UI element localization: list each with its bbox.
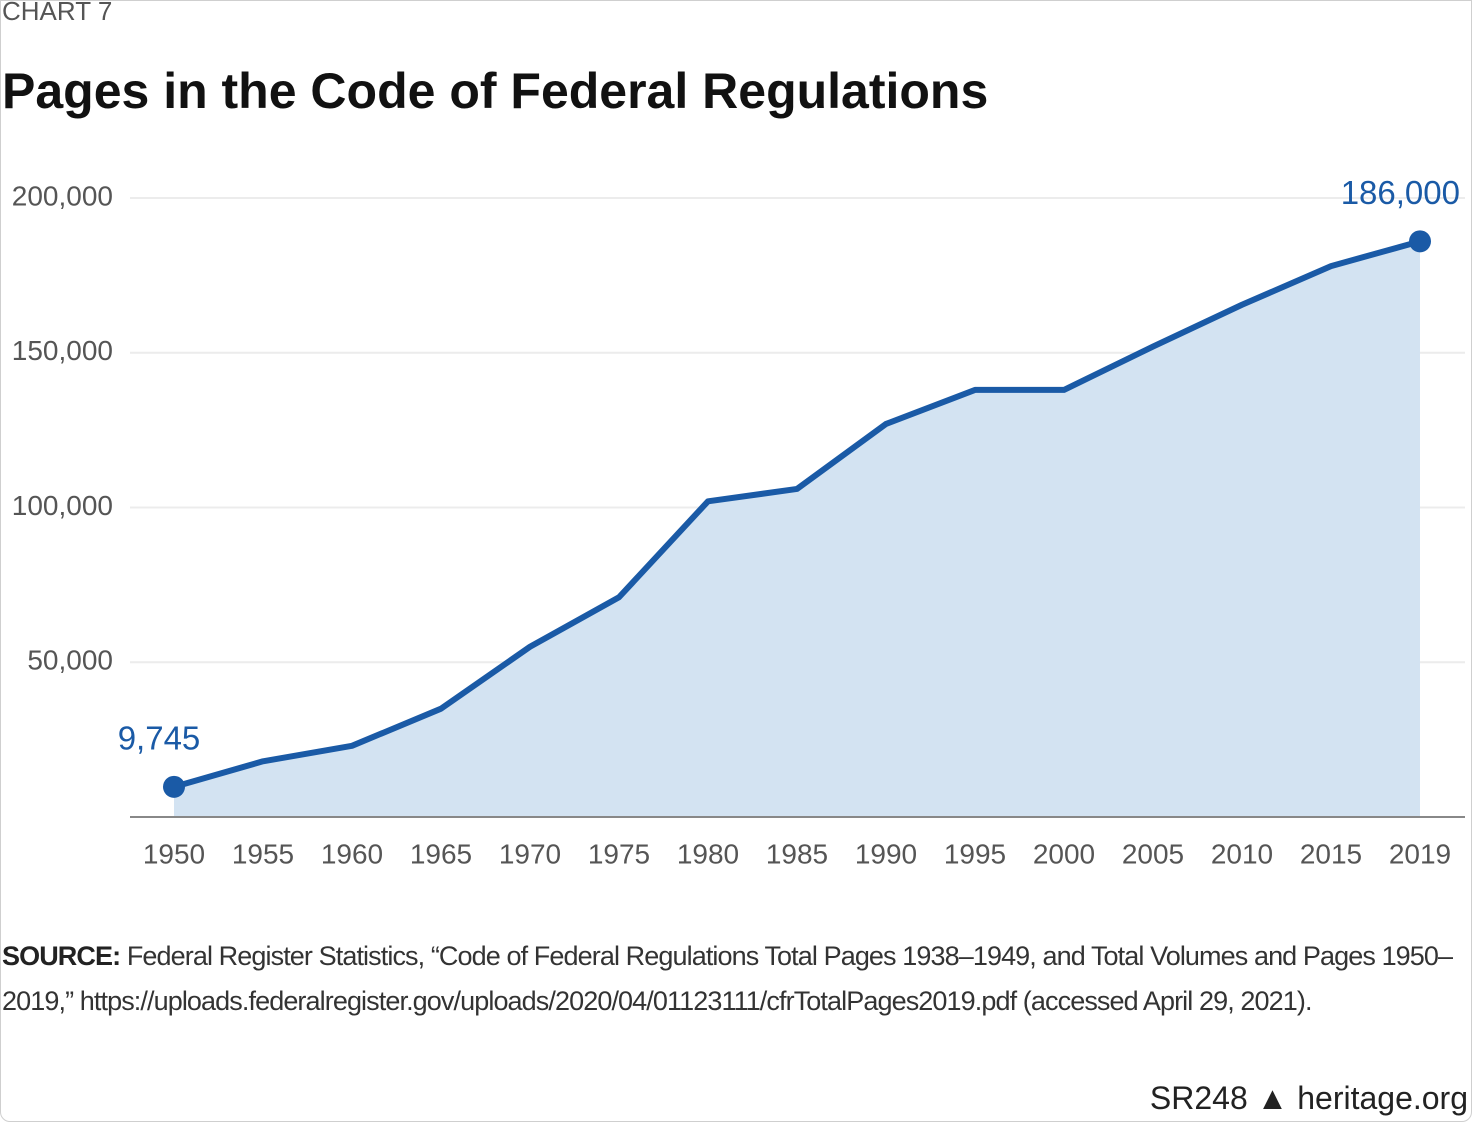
logo-icon: ▲ [1256, 1080, 1289, 1116]
source-label: SOURCE: [2, 941, 121, 971]
x-tick-label: 2000 [1033, 838, 1095, 869]
chart-kicker: CHART 7 [2, 0, 112, 26]
y-tick-label: 200,000 [12, 180, 113, 211]
x-tick-label: 2005 [1122, 838, 1184, 869]
x-tick-label: 1980 [677, 838, 739, 869]
x-tick-label: 1950 [143, 838, 205, 869]
y-tick-label: 150,000 [12, 335, 113, 366]
x-tick-label: 2015 [1300, 838, 1362, 869]
source-text: Federal Register Statistics, “Code of Fe… [2, 941, 1453, 1016]
x-tick-label: 1955 [232, 838, 294, 869]
point [163, 775, 185, 798]
x-tick-label: 1990 [855, 838, 917, 869]
chart: CHART 7 Pages in the Code of Federal Reg… [2, 0, 1465, 869]
point [1409, 230, 1431, 253]
x-tick-label: 1985 [766, 838, 828, 869]
footer: SR248 ▲ heritage.org [1150, 1080, 1468, 1117]
x-tick-label: 2010 [1211, 838, 1273, 869]
x-tick-label: 2019 [1389, 838, 1451, 869]
x-tick-label: 1965 [410, 838, 472, 869]
area-fill [174, 241, 1420, 817]
y-tick-label: 100,000 [12, 490, 113, 521]
x-tick-label: 1960 [321, 838, 383, 869]
value-label: 186,000 [1341, 174, 1460, 211]
report-id: SR248 [1149, 1080, 1248, 1116]
x-tick-label: 1995 [944, 838, 1006, 869]
x-tick-label: 1975 [588, 838, 650, 869]
x-tick-label: 1970 [499, 838, 561, 869]
line [173, 238, 1421, 790]
value-label: 9,745 [118, 720, 201, 757]
site: heritage.org [1297, 1080, 1468, 1116]
source-note: SOURCE: Federal Register Statistics, “Co… [2, 934, 1467, 1024]
chart-title: Pages in the Code of Federal Regulations [2, 63, 988, 119]
y-tick-label: 50,000 [27, 645, 113, 676]
